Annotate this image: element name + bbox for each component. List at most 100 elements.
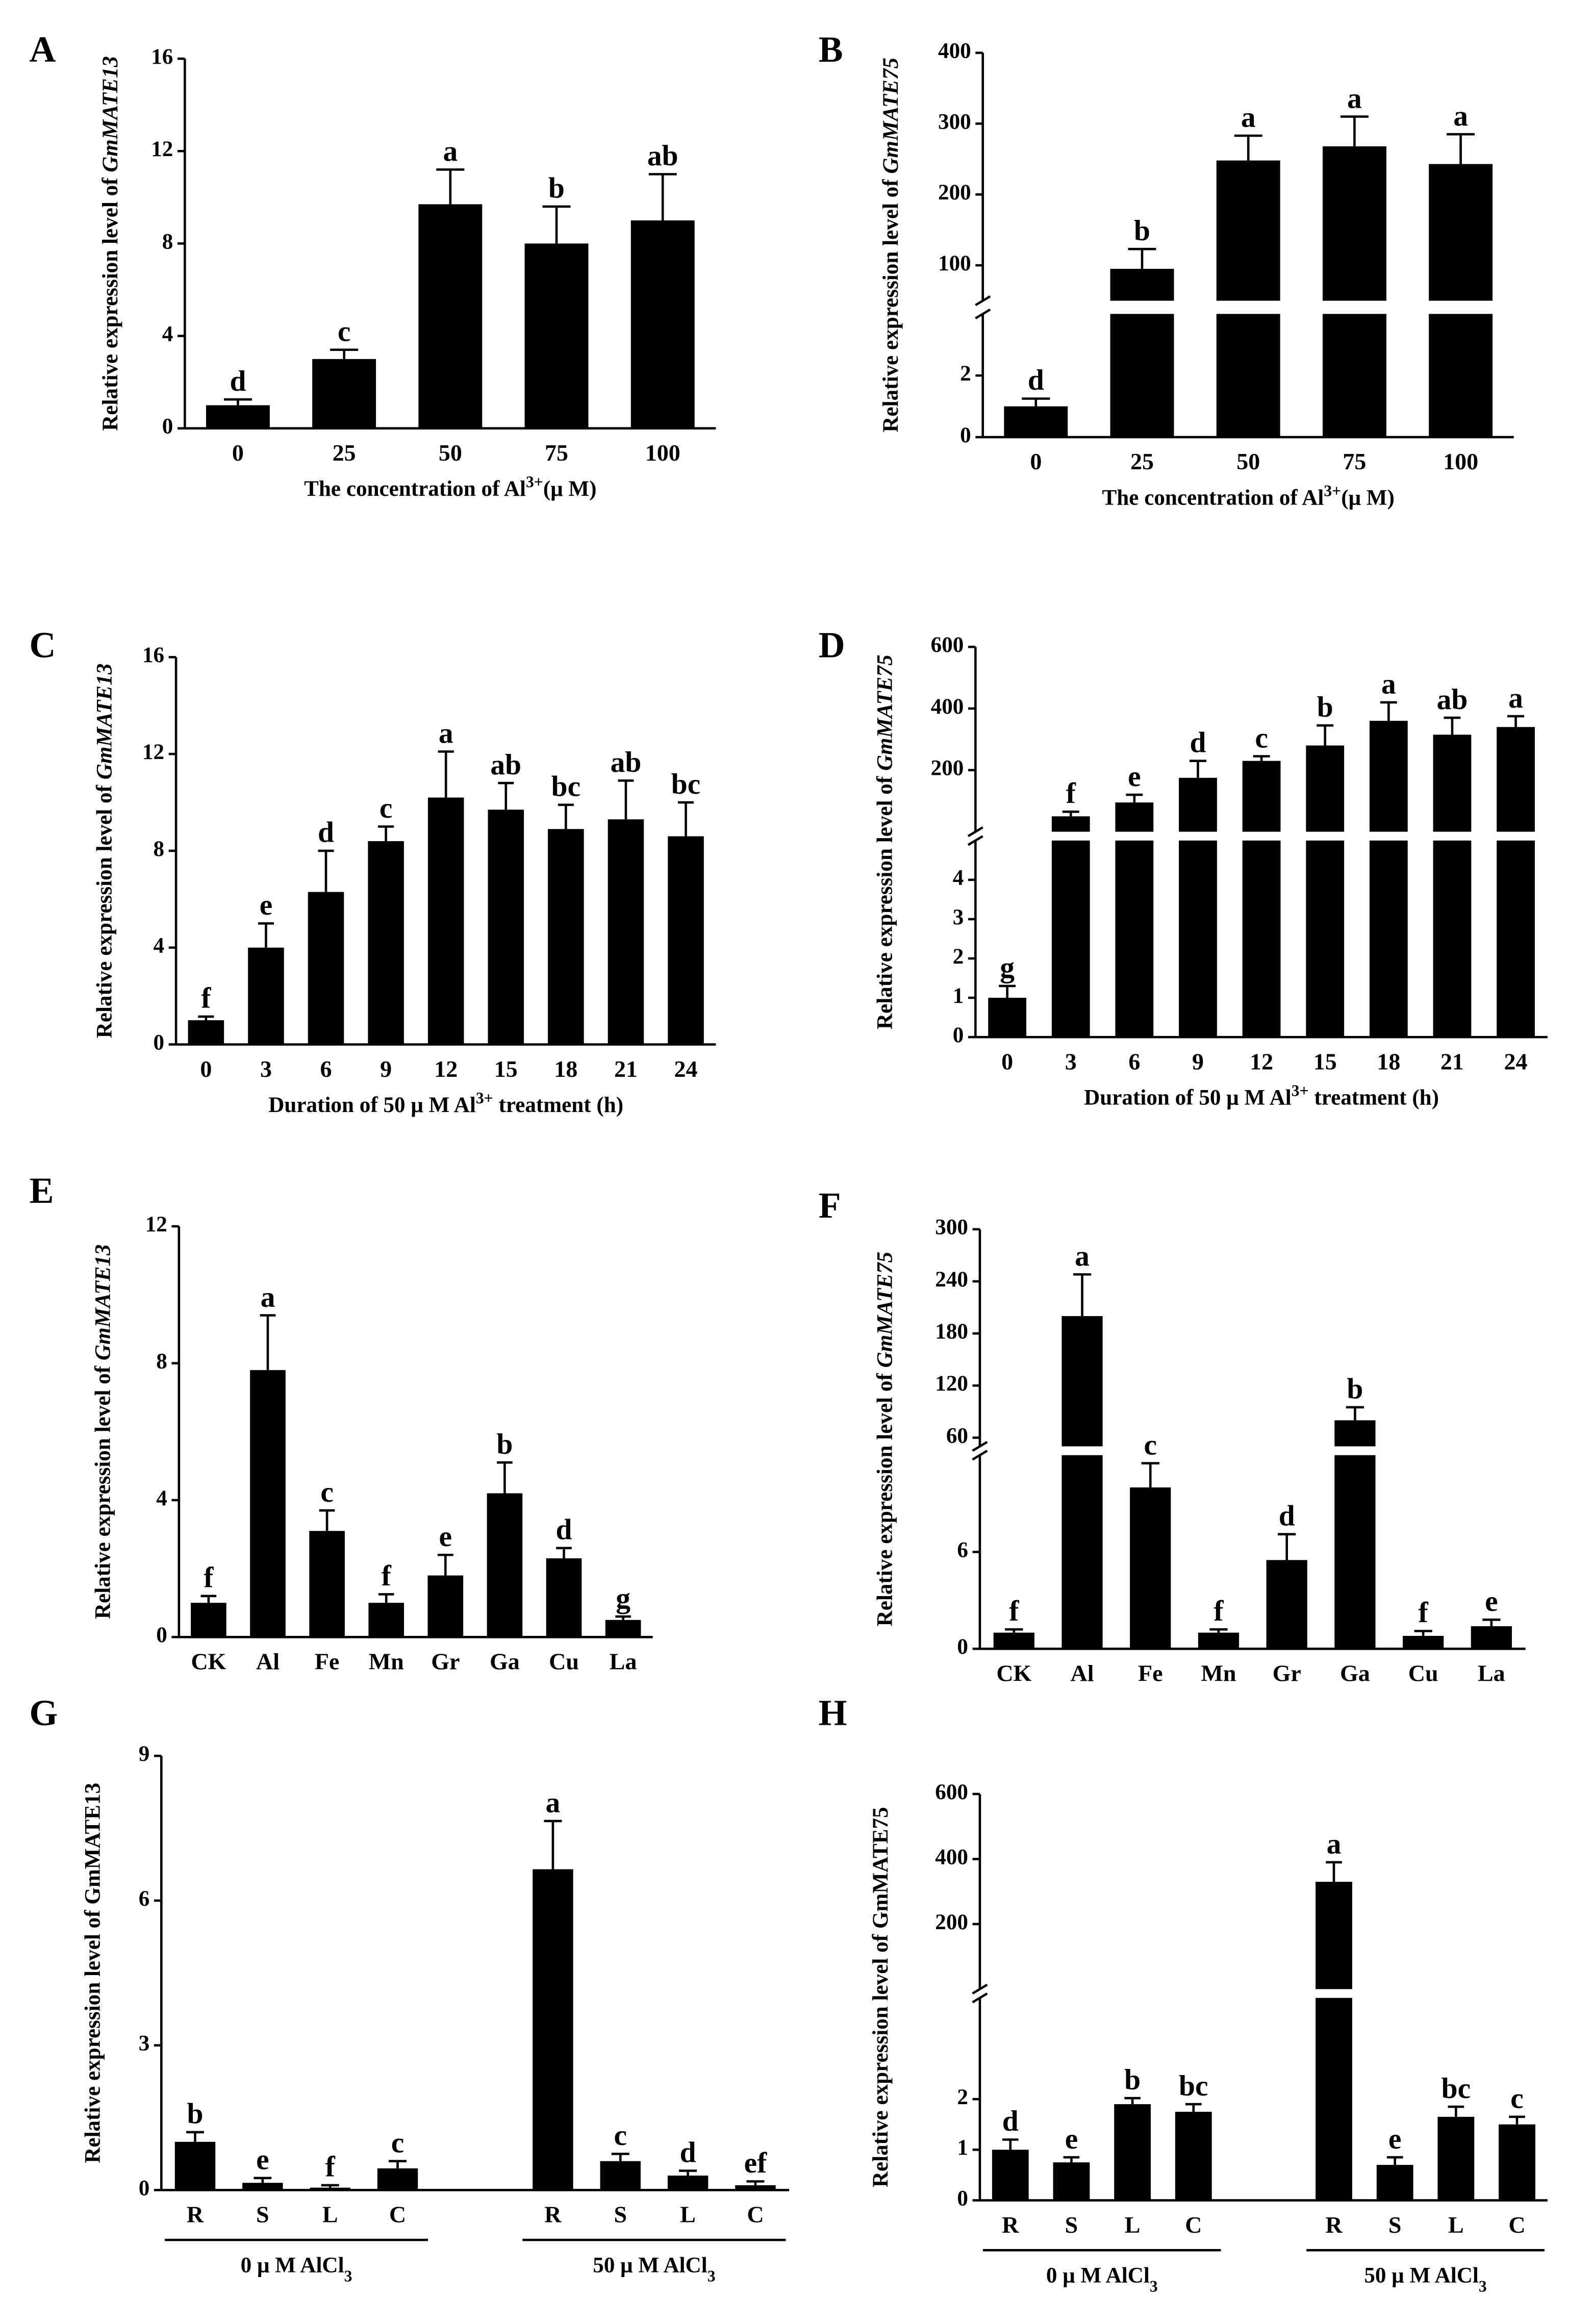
bar [309, 1531, 345, 1637]
y-tick-label: 120 [935, 1372, 968, 1396]
x-tick-label: R [544, 2202, 562, 2228]
significance-letter: d [1002, 2105, 1019, 2137]
y-tick-label: 0 [957, 1635, 968, 1659]
error-bar [318, 849, 334, 892]
axis-break [972, 1983, 988, 1995]
error-bar [330, 348, 359, 359]
panel-label: D [819, 624, 845, 665]
error-bar [1414, 1630, 1432, 1636]
x-tick-label: 18 [1377, 1048, 1400, 1074]
group-label: 0 μ M AlCl3 [1046, 2264, 1158, 2295]
y-tick-label: 600 [935, 1780, 968, 1804]
x-axis-label: The concentration of Al3+(μ M) [1102, 482, 1395, 510]
x-tick-label: 21 [1440, 1048, 1464, 1074]
x-tick-label: 75 [1343, 448, 1366, 474]
x-tick-label: 0 [1001, 1048, 1013, 1074]
error-bar [389, 2160, 407, 2168]
error-bar [1124, 2096, 1141, 2105]
error-bar [1278, 1533, 1296, 1560]
x-tick-label: C [1185, 2212, 1202, 2238]
bar [1051, 816, 1090, 832]
error-bar [1444, 716, 1461, 735]
significance-letter: f [1419, 1597, 1429, 1629]
error-bar [498, 781, 514, 810]
significance-letter: a [1347, 82, 1362, 114]
bar [1198, 1632, 1240, 1649]
gene-name: GmMATE13 [98, 56, 122, 172]
axis-break [972, 1450, 988, 1461]
y-tick-label: 0 [154, 1030, 165, 1054]
significance-letter: ab [1437, 684, 1468, 716]
x-tick-label: 3 [1065, 1048, 1077, 1074]
x-tick-label: 24 [1504, 1048, 1528, 1074]
bar [1051, 840, 1090, 1038]
significance-letter: a [1241, 102, 1256, 134]
error-bar [1062, 810, 1079, 817]
bar [1369, 721, 1408, 832]
x-tick-label: Fe [315, 1649, 340, 1675]
panel-label: E [30, 1170, 54, 1211]
y-tick-label: 6 [139, 1887, 150, 1911]
x-axis-label: Duration of 50 μ M Al3+ treatment (h) [268, 1089, 623, 1117]
significance-letter: a [546, 1787, 561, 1819]
bar [548, 829, 584, 1045]
y-axis-label: Relative expression level of GmMATE13 [81, 1783, 105, 2163]
bar [1242, 840, 1281, 1038]
y-tick-label: 3 [139, 2032, 150, 2056]
x-tick-label: 0 [232, 440, 244, 466]
error-bar [544, 1820, 562, 1870]
x-tick-label: 15 [494, 1056, 518, 1082]
error-bar [378, 1593, 394, 1603]
significance-letter: a [1075, 1240, 1090, 1272]
y-tick-label: 4 [154, 934, 165, 958]
x-tick-label: C [389, 2202, 406, 2228]
bar [524, 243, 589, 428]
significance-letter: f [382, 1560, 392, 1592]
error-bar [436, 168, 465, 205]
x-tick-label: La [610, 1649, 637, 1675]
error-bar [260, 1314, 276, 1370]
error-bar [497, 1461, 513, 1494]
panel-label: A [30, 29, 56, 70]
significance-letter: f [1213, 1595, 1224, 1627]
error-bar [648, 173, 677, 221]
error-bar [438, 750, 454, 798]
bar [308, 892, 344, 1045]
y-tick-label: 12 [145, 1212, 167, 1236]
bar [1316, 1882, 1352, 1989]
bar [1322, 146, 1386, 301]
bar [1306, 745, 1345, 832]
bar [487, 1493, 523, 1637]
bar [1429, 164, 1493, 301]
x-tick-label: Fe [1138, 1660, 1163, 1686]
bar [1061, 1316, 1103, 1447]
group-label-part: 3 [1150, 2277, 1158, 2295]
bar [1179, 777, 1217, 832]
error-bar [1073, 1273, 1092, 1317]
panel-label: C [30, 624, 56, 665]
x-axis-label-part: Duration of 50 μ M Al [1084, 1085, 1292, 1109]
bar [1242, 761, 1281, 832]
y-tick-label: 4 [162, 322, 173, 346]
y-axis-label-text: Relative expression level of [98, 172, 122, 431]
error-bar [198, 1015, 214, 1021]
significance-letter: ef [744, 2147, 768, 2179]
bar [1316, 1998, 1352, 2201]
error-bar [615, 1615, 631, 1620]
significance-letter: f [204, 1562, 214, 1594]
error-bar [200, 1595, 217, 1603]
significance-letter: ab [490, 749, 521, 781]
x-axis-label-part: treatment (h) [1309, 1085, 1439, 1109]
y-tick-label: 4 [953, 866, 964, 890]
bar [242, 2183, 283, 2190]
x-tick-label: S [614, 2202, 627, 2228]
bar [1130, 1487, 1171, 1649]
y-axis-label-text: Relative expression level of [93, 779, 117, 1038]
error-bar [1141, 1462, 1159, 1487]
axis-break [972, 1441, 988, 1452]
bar [605, 1620, 641, 1637]
bar [1403, 1635, 1444, 1649]
panel-label: H [819, 1693, 847, 1733]
group-label-part: 50 μ M AlCl [1364, 2264, 1479, 2288]
bar [667, 2176, 709, 2190]
